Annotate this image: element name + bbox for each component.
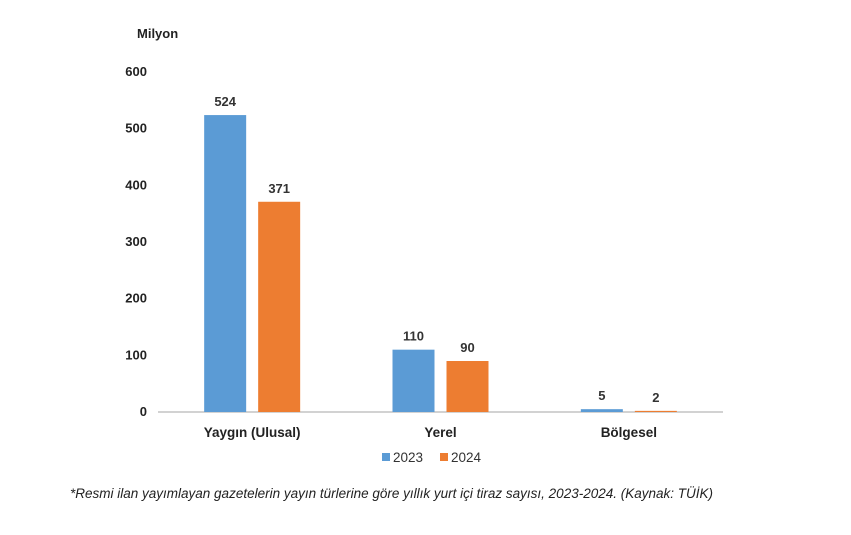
y-tick-label: 100 [125, 347, 147, 362]
legend-label-2024: 2024 [451, 450, 482, 465]
bar-2024-3 [634, 410, 677, 412]
legend-label-2023: 2023 [393, 450, 423, 465]
legend: 2023 2024 [382, 450, 482, 465]
data-label-2023-1: 524 [214, 94, 236, 109]
y-tick-label: 0 [140, 404, 147, 419]
data-label-2023-3: 5 [598, 388, 605, 403]
x-tick-label: Yaygın (Ulusal) [204, 425, 301, 440]
y-tick-label: 500 [125, 121, 147, 136]
bar-2023-1 [204, 115, 247, 413]
data-label-2024-2: 90 [460, 340, 474, 355]
bar-2024-1 [258, 201, 301, 412]
y-axis-title: Milyon [137, 26, 178, 41]
bar-2023-3 [580, 409, 623, 412]
figure-caption: *Resmi ilan yayımlayan gazetelerin yayın… [70, 486, 714, 501]
data-label-2024-3: 2 [652, 390, 659, 405]
y-axis: 0 100 200 300 400 500 600 [125, 64, 147, 419]
y-tick-label: 600 [125, 64, 147, 79]
x-tick-label: Yerel [424, 425, 456, 440]
legend-swatch-2024 [440, 453, 448, 461]
x-tick-label: Bölgesel [601, 425, 657, 440]
x-axis: Yaygın (Ulusal) Yerel Bölgesel [204, 425, 657, 440]
data-label-2024-1: 371 [268, 181, 290, 196]
y-tick-label: 200 [125, 291, 147, 306]
y-tick-label: 300 [125, 234, 147, 249]
bar-2023-2 [392, 349, 435, 412]
data-label-2023-2: 110 [403, 329, 424, 344]
bar-2024-2 [446, 361, 489, 412]
y-tick-label: 400 [125, 177, 147, 192]
bars-group: 524 371 110 90 5 2 [204, 94, 677, 413]
legend-swatch-2023 [382, 453, 390, 461]
